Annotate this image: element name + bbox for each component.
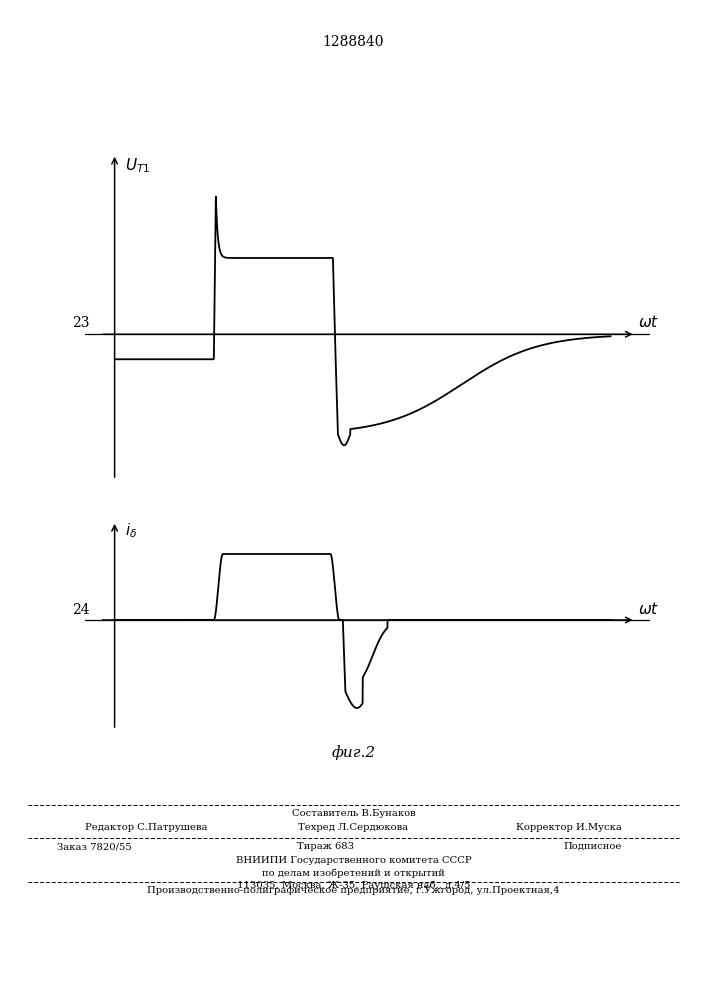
- Text: 113035, Москва, Ж-35, Раушская наб., д.4/5: 113035, Москва, Ж-35, Раушская наб., д.4…: [237, 880, 470, 890]
- Text: $\omega t$: $\omega t$: [638, 601, 659, 617]
- Text: Подписное: Подписное: [563, 842, 622, 851]
- Text: Корректор И.Муска: Корректор И.Муска: [516, 823, 622, 832]
- Text: 1288840: 1288840: [323, 35, 384, 49]
- Text: фиг.2: фиг.2: [332, 745, 375, 760]
- Text: Составитель В.Бунаков: Составитель В.Бунаков: [292, 809, 415, 818]
- Text: по делам изобретений и открытий: по делам изобретений и открытий: [262, 868, 445, 878]
- Text: 24: 24: [72, 603, 90, 617]
- Text: Производственно-полиграфическое предприятие, г.Ужгород, ул.Проектная,4: Производственно-полиграфическое предприя…: [147, 886, 560, 895]
- Text: $\omega t$: $\omega t$: [638, 314, 659, 330]
- Text: Тираж 683: Тираж 683: [297, 842, 354, 851]
- Text: Заказ 7820/55: Заказ 7820/55: [57, 842, 132, 851]
- Text: $U_{T1}$: $U_{T1}$: [124, 157, 150, 175]
- Text: $i_{\delta}$: $i_{\delta}$: [124, 521, 136, 540]
- Text: Редактор С.Патрушева: Редактор С.Патрушева: [85, 823, 207, 832]
- Text: 23: 23: [72, 316, 90, 330]
- Text: Техред Л.Сердюкова: Техред Л.Сердюкова: [298, 823, 409, 832]
- Text: ВНИИПИ Государственного комитета СССР: ВНИИПИ Государственного комитета СССР: [235, 856, 472, 865]
